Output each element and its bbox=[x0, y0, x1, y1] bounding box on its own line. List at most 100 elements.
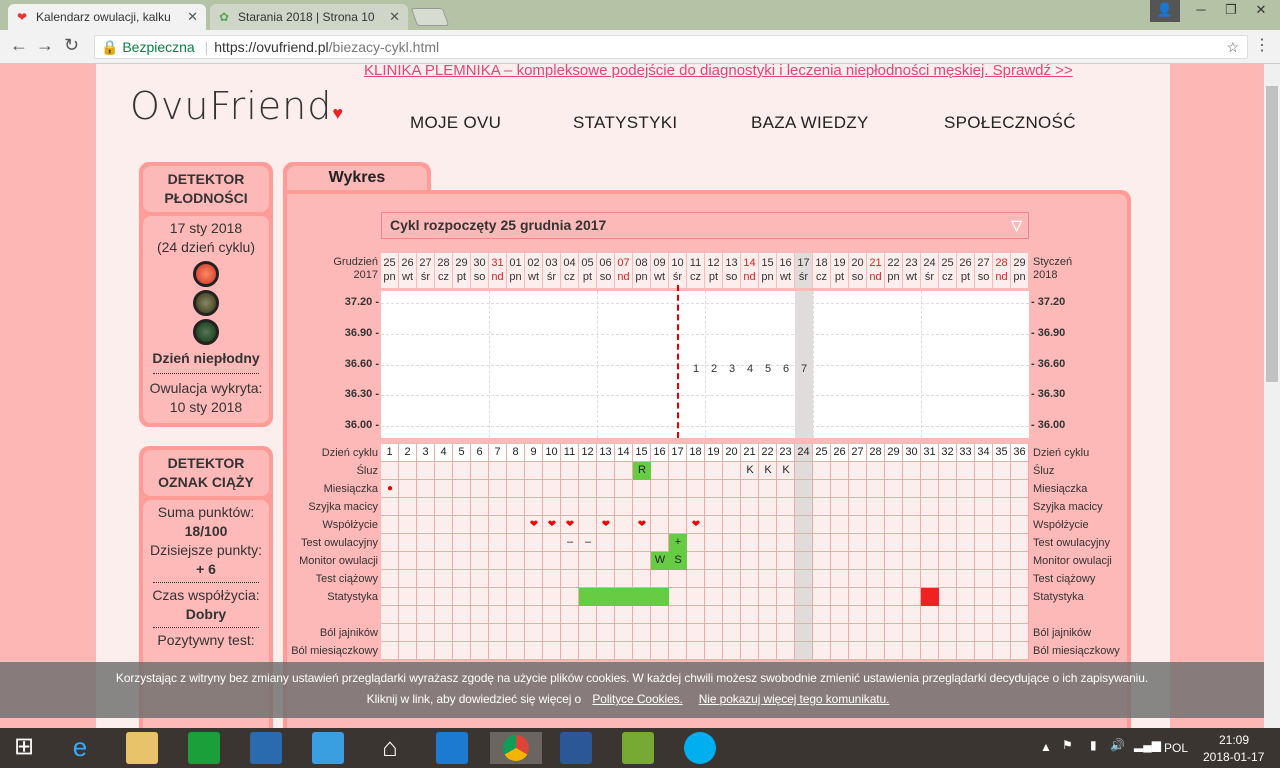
grid-cell bbox=[849, 498, 867, 516]
home-icon[interactable]: ⌂ bbox=[382, 732, 398, 762]
entry-mark[interactable]: W bbox=[651, 552, 669, 570]
windows-start-icon[interactable]: ⊞ bbox=[13, 733, 35, 760]
flag-icon[interactable]: ⚑ bbox=[1062, 738, 1073, 752]
entry-mark[interactable]: + bbox=[669, 534, 687, 552]
grid-cell bbox=[759, 624, 777, 642]
battery-icon[interactable]: ▮ bbox=[1090, 738, 1097, 752]
grid-cell bbox=[957, 498, 975, 516]
grid-cell bbox=[993, 642, 1011, 660]
volume-icon[interactable]: 🔊 bbox=[1110, 738, 1125, 752]
heart-icon[interactable]: ❤ bbox=[601, 519, 611, 530]
grid-cell bbox=[615, 516, 633, 534]
grid-cell bbox=[381, 480, 399, 498]
entry-mark[interactable] bbox=[633, 588, 651, 606]
reload-icon[interactable]: ↻ bbox=[64, 35, 80, 55]
nav-spolecznosc[interactable]: SPOŁECZNOŚĆ bbox=[944, 113, 1076, 132]
entry-mark[interactable]: K bbox=[782, 464, 790, 476]
minimize-button[interactable]: ─ bbox=[1196, 2, 1206, 17]
tab-active[interactable]: ❤ Kalendarz owulacji, kalku ✕ bbox=[8, 4, 206, 30]
grid-cell bbox=[705, 606, 723, 624]
grid-cell bbox=[813, 570, 831, 588]
tab-inactive[interactable]: ✿ Starania 2018 | Strona 10 ✕ bbox=[210, 4, 408, 30]
cycle-day-cell: 31 bbox=[921, 444, 939, 462]
row-label-left: Dzień cyklu bbox=[321, 447, 378, 459]
entry-mark[interactable] bbox=[651, 588, 669, 606]
word-icon[interactable] bbox=[560, 732, 592, 764]
grid-cell bbox=[741, 570, 759, 588]
entry-mark[interactable]: R bbox=[633, 462, 651, 480]
cycle-day-cell: 29 bbox=[885, 444, 903, 462]
grid-cell bbox=[399, 570, 417, 588]
heart-icon[interactable]: ❤ bbox=[565, 519, 575, 530]
user-icon[interactable]: 👤 bbox=[1150, 0, 1180, 22]
grid-cell bbox=[669, 606, 687, 624]
url-input[interactable]: 🔒 Bezpieczna | https://ovufriend.pl/bieza… bbox=[94, 35, 1248, 59]
forward-icon[interactable]: → bbox=[36, 35, 54, 55]
grid-cell bbox=[795, 462, 813, 480]
cookie-policy-link[interactable]: Polityce Cookies. bbox=[592, 692, 683, 706]
reader-icon[interactable] bbox=[622, 732, 654, 764]
grid-cell bbox=[921, 498, 939, 516]
entry-mark[interactable] bbox=[597, 588, 615, 606]
close-tab-icon[interactable]: ✕ bbox=[187, 9, 198, 24]
maxthon-icon[interactable] bbox=[436, 732, 468, 764]
entry-mark[interactable] bbox=[921, 588, 939, 606]
date-header: 29 pt bbox=[453, 253, 470, 288]
entry-mark[interactable] bbox=[615, 588, 633, 606]
date-header: 22 pn bbox=[885, 253, 902, 288]
maximize-button[interactable]: ❐ bbox=[1225, 2, 1237, 17]
menu-icon[interactable]: ⋮ bbox=[1254, 37, 1270, 54]
nav-baza-wiedzy[interactable]: BAZA WIEDZY bbox=[751, 113, 869, 132]
grid-cell bbox=[435, 588, 453, 606]
heart-icon[interactable]: ❤ bbox=[529, 519, 539, 530]
logo[interactable]: OvuFriend♥ bbox=[130, 84, 345, 128]
file-explorer-icon[interactable] bbox=[126, 732, 158, 764]
clock-time[interactable]: 21:09 bbox=[1219, 733, 1250, 747]
cookie-dismiss-link[interactable]: Nie pokazuj więcej tego komunikatu. bbox=[698, 692, 890, 706]
heart-favicon-icon: ❤ bbox=[17, 10, 28, 24]
grid-cell bbox=[903, 588, 921, 606]
ie-icon[interactable]: e bbox=[72, 732, 88, 762]
back-icon[interactable]: ← bbox=[10, 35, 28, 55]
clock-date[interactable]: 2018-01-17 bbox=[1203, 750, 1265, 764]
network-icon[interactable]: ▂▄▆ bbox=[1134, 738, 1161, 752]
skype-icon[interactable] bbox=[684, 732, 716, 764]
banner-link[interactable]: KLINIKA PLEMNIKA – kompleksowe podejście… bbox=[364, 64, 1073, 79]
bookmark-star-icon[interactable]: ☆ bbox=[1226, 39, 1239, 55]
cycle-select[interactable]: Cykl rozpoczęty 25 grudnia 2017 ▽ bbox=[381, 212, 1029, 239]
grid-cell bbox=[1011, 552, 1029, 570]
entry-mark[interactable]: K bbox=[764, 464, 772, 476]
scrollbar-thumb[interactable] bbox=[1266, 86, 1278, 382]
language-indicator[interactable]: POL bbox=[1164, 741, 1189, 755]
cookie-text-2: Kliknij w link, aby dowiedzieć się więce… bbox=[366, 692, 582, 706]
blood-drop-icon[interactable]: ● bbox=[386, 483, 394, 494]
grid-cell bbox=[741, 552, 759, 570]
grid-cell bbox=[417, 606, 435, 624]
lenovo-icon[interactable] bbox=[250, 732, 282, 764]
date-header: 25 pn bbox=[381, 253, 398, 288]
store-icon[interactable] bbox=[188, 732, 220, 764]
chrome-icon[interactable] bbox=[490, 732, 542, 764]
tray-expand-icon[interactable]: ▲ bbox=[1040, 740, 1052, 754]
new-tab-button[interactable] bbox=[410, 8, 450, 26]
grid-cell bbox=[471, 498, 489, 516]
entry-mark[interactable]: K bbox=[746, 464, 754, 476]
heart-icon[interactable]: ❤ bbox=[547, 519, 557, 530]
heart-icon[interactable]: ❤ bbox=[637, 519, 647, 530]
entry-mark[interactable] bbox=[579, 588, 597, 606]
mail-icon[interactable] bbox=[312, 732, 344, 764]
nav-statystyki[interactable]: STATYSTYKI bbox=[573, 113, 678, 132]
entry-mark[interactable]: – bbox=[566, 536, 574, 548]
date-header: 10 śr bbox=[669, 253, 686, 288]
date-header: 15 pn bbox=[759, 253, 776, 288]
row-label-right: Współżycie bbox=[1033, 519, 1089, 531]
entry-mark[interactable]: S bbox=[669, 552, 687, 570]
row-label-left: Test owulacyjny bbox=[300, 537, 378, 549]
heart-icon[interactable]: ❤ bbox=[691, 519, 701, 530]
close-window-button[interactable]: ✕ bbox=[1255, 2, 1267, 17]
entry-mark[interactable]: – bbox=[584, 536, 592, 548]
close-tab-icon[interactable]: ✕ bbox=[389, 9, 400, 24]
grid-cell bbox=[975, 552, 993, 570]
nav-moje-ovu[interactable]: MOJE OVU bbox=[410, 113, 502, 132]
